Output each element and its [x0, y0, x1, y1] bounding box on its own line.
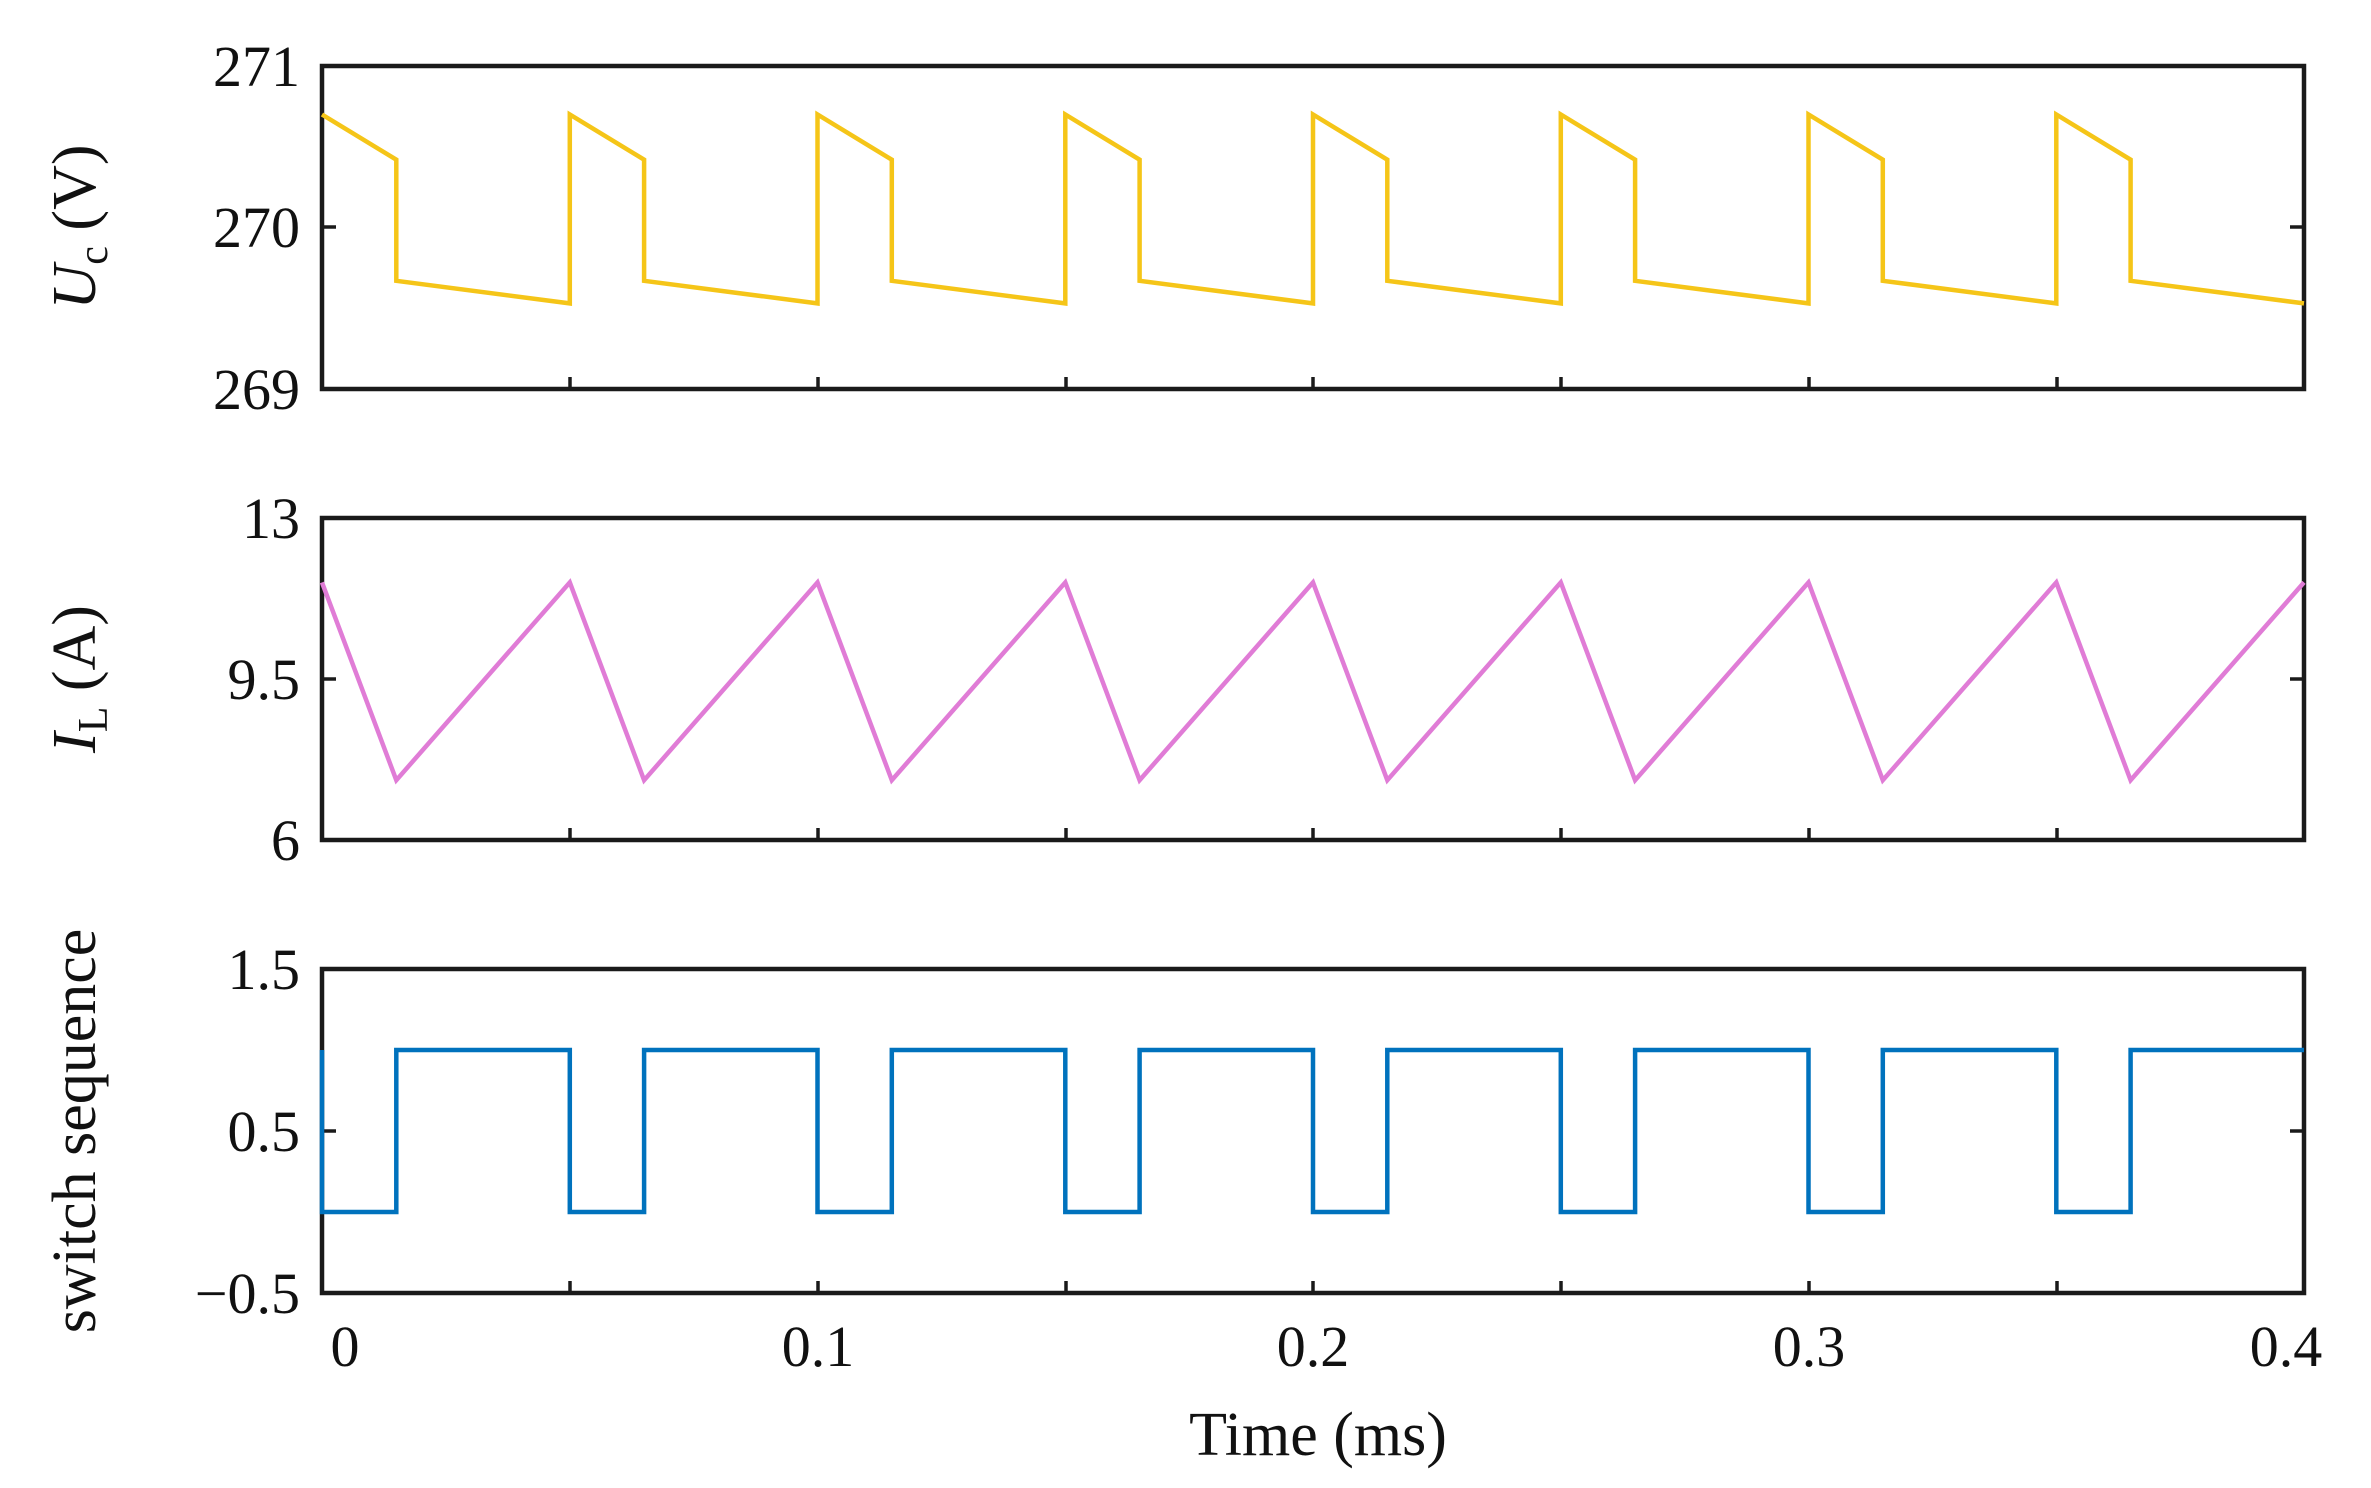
x-ticks-il — [568, 828, 2059, 840]
panel-uc: 271 270 269 Uc (V) — [41, 34, 2307, 422]
panel-il: 13 9.5 6 IL (A) — [41, 486, 2307, 873]
y-tick-label-il-bottom: 6 — [271, 808, 300, 873]
x-ticks-switch — [568, 1281, 2059, 1293]
y-axis-unit-uc — [41, 231, 109, 247]
y-axis-subscript-il: L — [71, 707, 117, 733]
y-axis-unit-text-il: (A) — [41, 605, 109, 691]
y-axis-symbol-il: I — [41, 729, 109, 754]
y-tick-label-il-top: 13 — [242, 486, 300, 551]
panel-switch: 1.5 0.5 −0.5 switch sequence 0 0.1 0.2 0… — [41, 929, 2322, 1469]
y-tick-label-uc-bottom: 269 — [213, 357, 300, 422]
x-tick-label-0.1: 0.1 — [782, 1314, 855, 1379]
y-axis-symbol-uc: U — [41, 261, 109, 310]
y-tick-label-uc-top: 271 — [213, 34, 300, 99]
y-axis-label-uc: Uc (V) — [41, 144, 117, 309]
x-tick-label-0.3: 0.3 — [1773, 1314, 1846, 1379]
y-axis-label-il: IL (A) — [41, 605, 117, 754]
plot-frame-il — [319, 515, 2307, 843]
y-axis-subscript-uc: c — [71, 246, 117, 265]
uc-series-line — [320, 110, 2305, 306]
y-axis-label-switch: switch sequence — [41, 929, 109, 1334]
y-tick-label-uc-mid: 270 — [213, 195, 300, 260]
x-axis-label: Time (ms) — [1189, 1401, 1447, 1469]
x-tick-label-0.2: 0.2 — [1277, 1314, 1350, 1379]
x-tick-label-0: 0 — [331, 1314, 360, 1379]
y-tick-label-switch-mid: 0.5 — [228, 1099, 301, 1164]
y-axis-unit-il — [41, 691, 109, 707]
y-tick-label-switch-top: 1.5 — [228, 937, 301, 1002]
y-axis-unit-text-uc: (V) — [41, 144, 109, 230]
switch-series-line — [319, 1047, 2304, 1215]
y-tick-label-switch-bottom: −0.5 — [195, 1261, 300, 1326]
y-tick-label-il-mid: 9.5 — [228, 647, 301, 712]
il-series-line — [319, 578, 2306, 785]
x-tick-label-0.4: 0.4 — [2250, 1314, 2323, 1379]
x-ticks-uc — [568, 377, 2059, 389]
